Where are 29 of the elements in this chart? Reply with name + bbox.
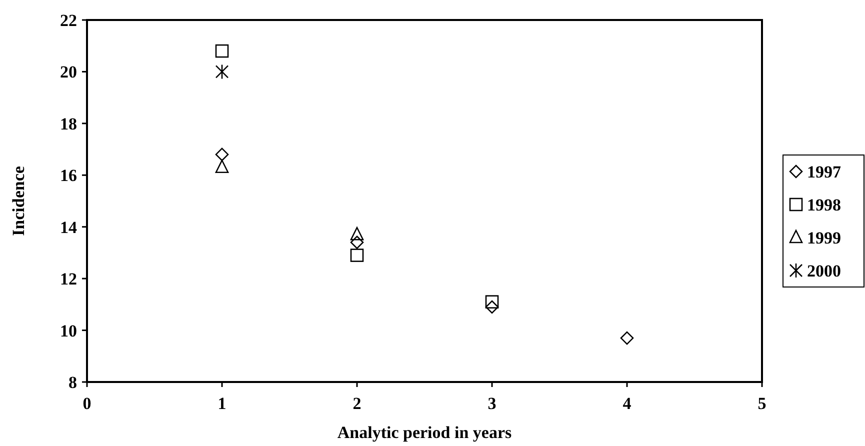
y-tick-label: 22 — [60, 11, 77, 30]
y-tick-label: 16 — [60, 166, 77, 186]
point — [215, 44, 229, 58]
y-tick-label: 18 — [60, 114, 77, 134]
point — [350, 236, 364, 250]
x-tick-label: 3 — [488, 394, 496, 413]
x-tick-label: 0 — [82, 394, 92, 413]
x-tick-label: 4 — [622, 394, 632, 413]
x-tick-label: 2 — [352, 394, 362, 413]
y-tick-label: 12 — [60, 270, 77, 289]
y-tick-label: 14 — [60, 218, 78, 237]
point — [485, 295, 499, 308]
x-tick-label: 1 — [218, 394, 226, 413]
legend-label: 1998 — [807, 196, 841, 214]
legend-label: 1999 — [807, 228, 841, 248]
point — [350, 226, 364, 240]
y-axis-title: Incidence — [9, 166, 28, 236]
point — [620, 331, 634, 345]
x-tick-label: 5 — [758, 394, 766, 413]
x-axis-title: Analytic period in years — [337, 423, 512, 442]
legend-label: 2000 — [807, 262, 841, 280]
point — [215, 160, 229, 174]
y-tick-label: 20 — [60, 62, 77, 82]
y-tick-label: 10 — [60, 321, 77, 340]
legend-label: 1997 — [807, 162, 842, 182]
y-tick-label: 8 — [68, 373, 77, 392]
point — [215, 64, 229, 80]
point — [350, 248, 364, 262]
point — [215, 148, 229, 162]
